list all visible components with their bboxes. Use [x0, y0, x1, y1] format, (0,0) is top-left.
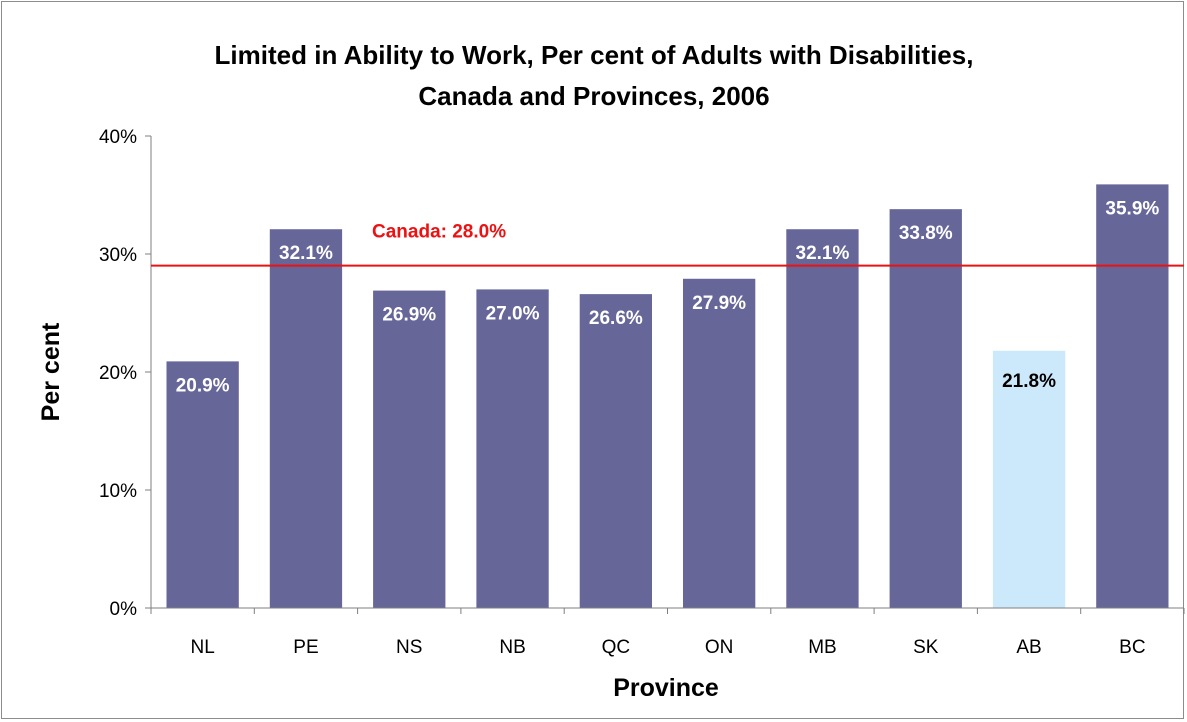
y-axis: 0% 10% 20% 30% 40% [99, 127, 152, 620]
bar-ab [992, 350, 1066, 608]
bars [166, 184, 1169, 608]
data-label-qc: 26.6% [589, 308, 643, 329]
x-tick-label: ON [705, 637, 734, 658]
data-label-pe: 32.1% [279, 243, 333, 264]
bar-on [682, 278, 756, 608]
bar-mb [786, 229, 859, 608]
canada-average-label: Canada: 28.0% [372, 222, 506, 243]
y-tick-label: 0% [110, 599, 138, 620]
data-labels: 20.9% 32.1% 26.9% 27.0% 26.6% 27.9% 32.1% 33.8%… [176, 198, 1160, 396]
canada-reference: Canada: 28.0% [151, 222, 1184, 267]
x-tick-label: NS [396, 637, 422, 658]
x-tick-label: MB [808, 637, 837, 658]
data-label-on: 27.9% [692, 293, 746, 314]
data-label-sk: 33.8% [899, 223, 953, 244]
bar-bc [1096, 184, 1169, 608]
bar-sk [889, 209, 962, 608]
bar-qc [579, 294, 653, 608]
bar-nb [476, 289, 549, 608]
y-tick-label: 10% [99, 481, 137, 502]
data-label-nl: 20.9% [176, 375, 230, 396]
x-tick-label: NL [191, 637, 215, 658]
y-axis-title: Per cent [37, 322, 65, 421]
data-label-mb: 32.1% [796, 243, 850, 264]
x-tick-label: AB [1016, 637, 1041, 658]
bar-nl [166, 361, 239, 608]
data-label-ab: 21.8% [1002, 371, 1056, 392]
x-axis-title: Province [613, 674, 719, 702]
x-tick-label: BC [1119, 637, 1145, 658]
data-label-bc: 35.9% [1105, 198, 1159, 219]
data-label-nb: 27.0% [486, 303, 540, 324]
data-label-ns: 26.9% [382, 305, 436, 326]
x-axis: NL PE NS NB QC ON MB SK AB BC [150, 607, 1185, 658]
bar-ns [373, 290, 446, 608]
y-tick-label: 20% [99, 363, 137, 384]
y-tick-label: 30% [99, 245, 137, 266]
chart-title-line-1: Limited in Ability to Work, Per cent of … [215, 40, 974, 70]
x-tick-label: NB [499, 637, 525, 658]
x-tick-label: QC [602, 637, 631, 658]
bar-pe [269, 229, 343, 608]
y-tick-label: 40% [99, 127, 137, 148]
x-tick-label: SK [913, 637, 939, 658]
chart-title-line-2: Canada and Provinces, 2006 [418, 81, 769, 111]
x-tick-label: PE [293, 637, 318, 658]
